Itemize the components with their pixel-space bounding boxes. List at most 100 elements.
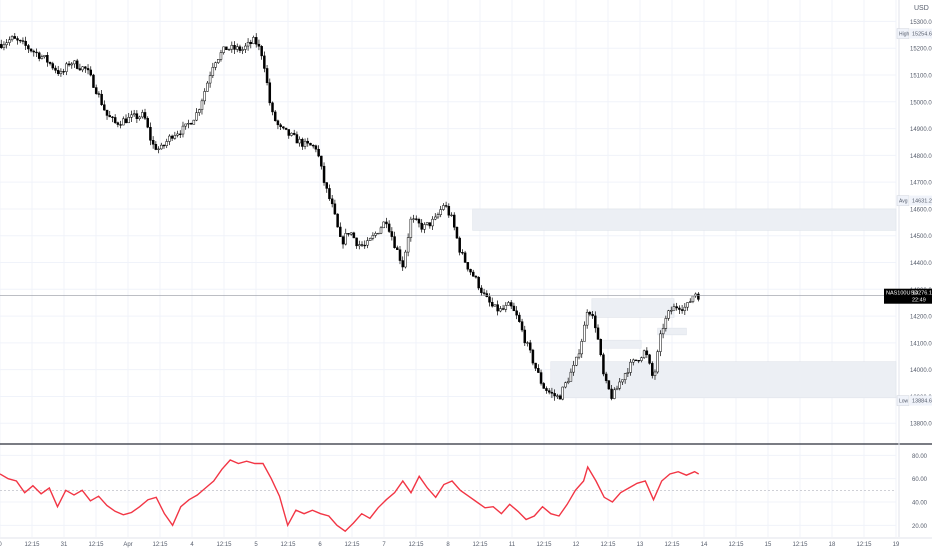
price-tick-label: 13800.0 bbox=[910, 422, 932, 428]
candle-body bbox=[534, 362, 537, 369]
candle-body bbox=[252, 37, 255, 44]
candle-body bbox=[363, 244, 366, 247]
price-zone bbox=[550, 361, 897, 399]
candle-body bbox=[564, 382, 567, 388]
indicator-tick-label: 60.00 bbox=[912, 477, 928, 483]
candle-body bbox=[317, 148, 320, 157]
candle-body bbox=[545, 388, 548, 391]
high-label-tag-text: High bbox=[899, 32, 910, 38]
candle-body bbox=[501, 308, 505, 310]
candle-body bbox=[244, 45, 247, 50]
candle-body bbox=[670, 310, 673, 312]
candle-body bbox=[599, 339, 602, 356]
candle-body bbox=[330, 198, 334, 205]
candle-body bbox=[575, 356, 578, 366]
candle-layer bbox=[0, 33, 896, 401]
candle-body bbox=[214, 62, 217, 68]
candle-body bbox=[613, 389, 616, 399]
candle-body bbox=[417, 219, 421, 224]
candle-body bbox=[615, 387, 619, 391]
candle-body bbox=[602, 354, 605, 375]
candle-body bbox=[349, 232, 353, 235]
candle-body bbox=[154, 144, 158, 150]
candle-body bbox=[65, 63, 68, 72]
candle-body bbox=[179, 133, 182, 135]
price-tick-label: 14100.0 bbox=[910, 341, 932, 347]
candle-body bbox=[103, 104, 106, 111]
candle-body bbox=[225, 46, 228, 50]
candle-body bbox=[672, 306, 676, 311]
candle-body bbox=[43, 55, 46, 57]
candle-body bbox=[86, 68, 90, 71]
candle-body bbox=[238, 46, 242, 51]
candle-body bbox=[634, 359, 638, 361]
candle-body bbox=[675, 306, 678, 309]
candle-body bbox=[94, 87, 98, 94]
candle-body bbox=[537, 368, 540, 373]
candle-body bbox=[230, 45, 234, 50]
candle-body bbox=[683, 306, 687, 311]
candle-body bbox=[520, 321, 524, 331]
price-tick-label: 14700.0 bbox=[910, 181, 932, 187]
time-axis-label: 12:15 bbox=[792, 542, 808, 548]
candle-body bbox=[477, 276, 480, 289]
candle-body bbox=[398, 249, 402, 261]
candle-body bbox=[339, 226, 342, 237]
candle-body bbox=[138, 116, 141, 119]
price-zone bbox=[599, 339, 642, 349]
candle-body bbox=[282, 126, 285, 129]
candle-body bbox=[206, 82, 209, 92]
candle-body bbox=[48, 62, 52, 64]
candle-body bbox=[208, 75, 212, 84]
candle-body bbox=[70, 63, 74, 66]
price-tick-label: 14000.0 bbox=[910, 368, 932, 374]
candle-body bbox=[73, 60, 76, 65]
candle-body bbox=[265, 68, 269, 83]
time-axis-label: 6 bbox=[318, 542, 322, 548]
candle-body bbox=[539, 372, 543, 384]
candle-body bbox=[344, 233, 347, 245]
time-axis-label: 12:15 bbox=[152, 542, 168, 548]
candle-body bbox=[320, 155, 323, 167]
candle-body bbox=[434, 216, 437, 220]
time-axis-label: 12 bbox=[573, 542, 580, 548]
candle-body bbox=[382, 221, 385, 229]
candle-body bbox=[268, 82, 272, 104]
price-tick-label: 15000.0 bbox=[910, 100, 932, 106]
time-axis-label: 31 bbox=[61, 542, 68, 548]
candle-body bbox=[219, 52, 223, 60]
candle-body bbox=[607, 380, 611, 390]
candle-body bbox=[526, 342, 529, 344]
candle-body bbox=[97, 93, 101, 95]
candle-body bbox=[431, 218, 434, 227]
candle-body bbox=[157, 148, 160, 150]
candle-body bbox=[322, 165, 326, 183]
candle-body bbox=[89, 69, 93, 76]
candle-body bbox=[379, 227, 383, 234]
candle-body bbox=[187, 123, 190, 125]
candle-body bbox=[352, 232, 356, 239]
candle-body bbox=[355, 237, 358, 247]
candle-body bbox=[309, 142, 312, 146]
time-axis-label: 0 bbox=[0, 542, 2, 548]
candle-body bbox=[162, 144, 166, 147]
candle-body bbox=[580, 341, 583, 355]
candle-body bbox=[632, 359, 635, 363]
candle-body bbox=[168, 135, 171, 142]
candle-body bbox=[368, 238, 372, 241]
time-axis-label: 12:15 bbox=[344, 542, 360, 548]
price-tick-label: 14900.0 bbox=[910, 127, 932, 133]
price-tick-label: 15100.0 bbox=[910, 74, 932, 80]
candle-body bbox=[461, 252, 464, 254]
candle-body bbox=[656, 351, 659, 373]
candle-body bbox=[686, 302, 689, 308]
candle-body bbox=[292, 132, 296, 135]
candle-body bbox=[406, 237, 410, 253]
low-label-tag bbox=[896, 395, 910, 406]
time-axis-label: 12:15 bbox=[856, 542, 872, 548]
candle-body bbox=[466, 262, 470, 270]
candle-body bbox=[594, 315, 597, 329]
candle-body bbox=[691, 295, 695, 302]
